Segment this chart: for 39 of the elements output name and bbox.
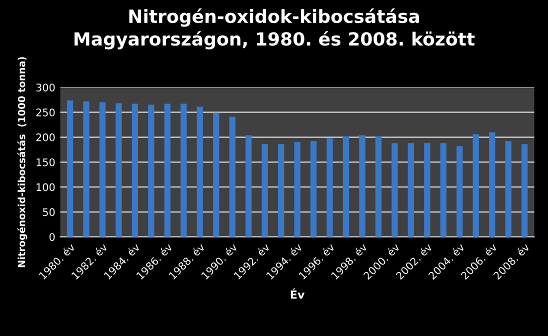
bar (246, 135, 252, 237)
y-tick-label: 300 (36, 84, 55, 92)
bar (392, 143, 398, 237)
x-axis-title: Év (290, 288, 305, 299)
bar (359, 135, 366, 237)
bar (229, 116, 236, 237)
bar (116, 103, 122, 237)
bar (521, 144, 528, 237)
bar (326, 138, 333, 237)
bar (132, 104, 138, 237)
bar (213, 112, 220, 237)
y-tick-label: 150 (36, 158, 55, 166)
bar (342, 136, 350, 237)
y-tick-label: 100 (36, 183, 55, 192)
bar (180, 104, 187, 237)
bar (294, 142, 300, 237)
bar (424, 143, 430, 237)
bar (375, 136, 382, 237)
bar (262, 144, 268, 237)
bar (310, 141, 317, 237)
bar (148, 104, 154, 237)
bar (456, 146, 463, 237)
bar (489, 132, 496, 237)
y-tick-label: 50 (42, 208, 55, 216)
bar (440, 143, 446, 237)
y-tick-label: 250 (36, 108, 55, 116)
chart-title: Nitrogén-oxidok-kibocsátása Magyarországon, 1980. és 2008. között (74, 8, 475, 50)
bar (99, 102, 106, 237)
bar (505, 141, 512, 237)
bar (408, 143, 414, 237)
bar (472, 134, 479, 237)
bar (66, 100, 74, 237)
y-tick-label: 0 (49, 233, 55, 241)
bar (83, 101, 90, 237)
bar (196, 106, 203, 237)
bar (164, 104, 171, 237)
bar (278, 144, 284, 237)
y-tick-label: 200 (36, 133, 55, 142)
y-axis-title: Nitrogénoxid-kibocsátás (1000 tonna) (17, 57, 28, 268)
